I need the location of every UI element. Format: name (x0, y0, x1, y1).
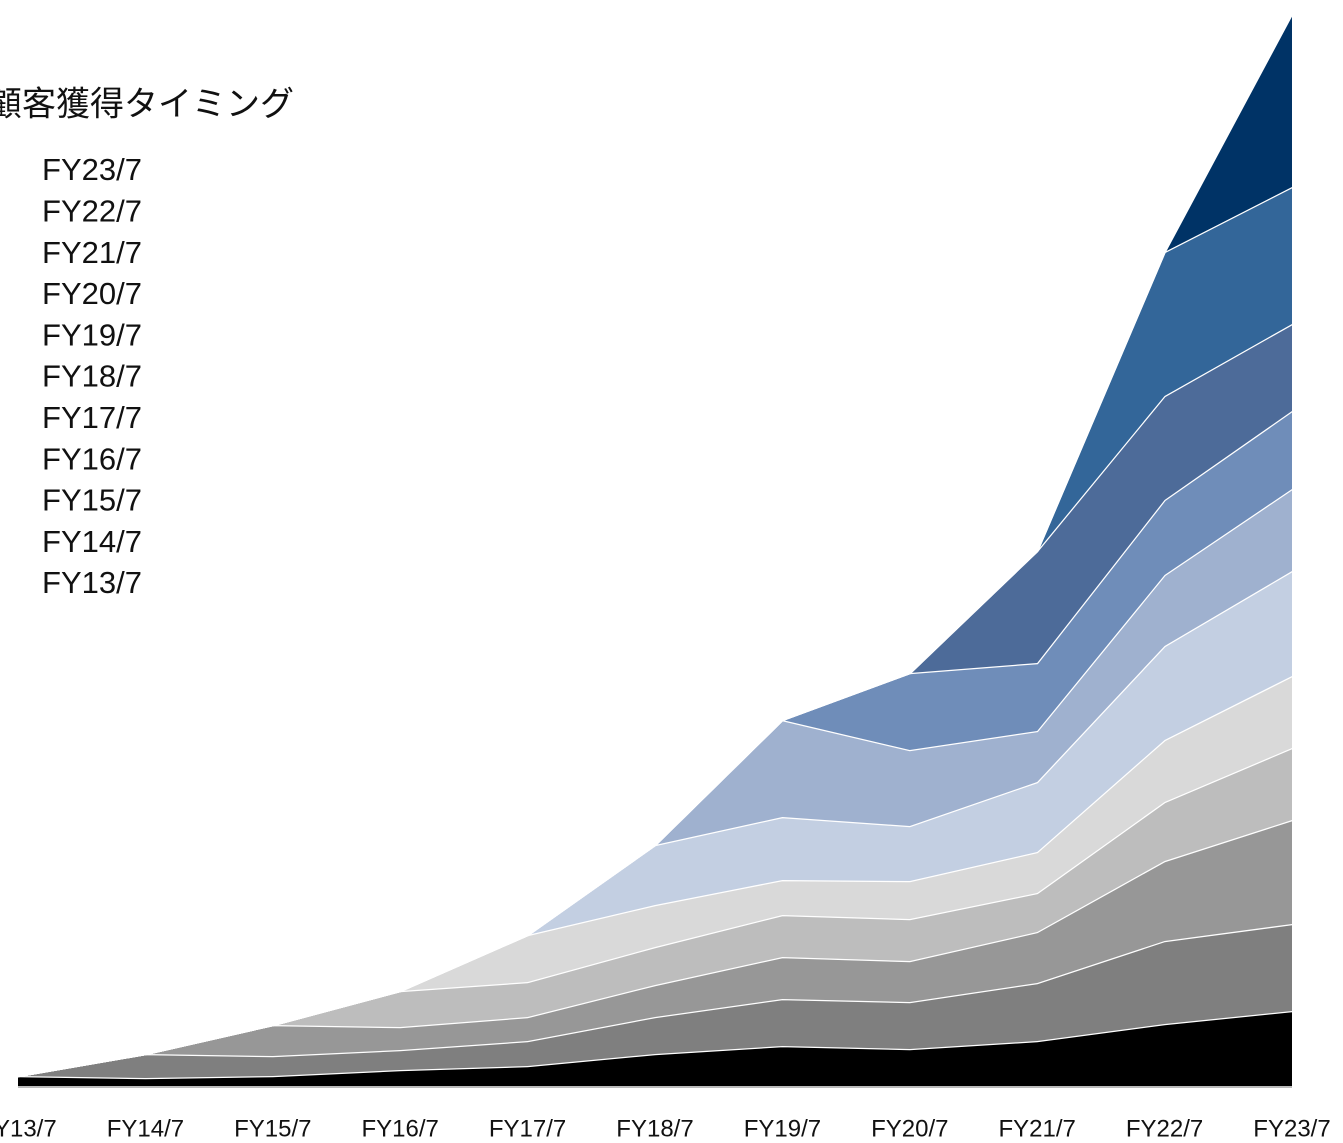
legend-label: FY14/7 (42, 524, 142, 559)
area (18, 1011, 1292, 1087)
legend-label: FY15/7 (42, 483, 142, 518)
legend-label: FY17/7 (42, 400, 142, 435)
area (18, 820, 1292, 1076)
legend-label: FY23/7 (42, 152, 142, 187)
x-tick-label: FY17/7 (489, 1115, 566, 1142)
area (18, 748, 1292, 1076)
legend-label: FY13/7 (42, 565, 142, 600)
legend-label: FY20/7 (42, 276, 142, 311)
legend-label: FY22/7 (42, 193, 142, 228)
x-tick-label: FY23/7 (1253, 1115, 1330, 1142)
area (18, 924, 1292, 1078)
x-tick-label: FY13/7 (0, 1115, 57, 1142)
area (18, 571, 1292, 1076)
x-tick-label: FY19/7 (744, 1115, 821, 1142)
legend-label: FY18/7 (42, 359, 142, 394)
x-tick-label: FY20/7 (871, 1115, 948, 1142)
area (18, 187, 1292, 1076)
legend-title: 顧客獲得タイミング (0, 85, 294, 125)
x-tick-label: FY15/7 (234, 1115, 311, 1142)
x-tick-label: FY21/7 (999, 1115, 1076, 1142)
legend-label: FY19/7 (42, 317, 142, 352)
x-tick-label: FY16/7 (362, 1115, 439, 1142)
x-tick-label: FY22/7 (1126, 1115, 1203, 1142)
x-tick-label: FY14/7 (107, 1115, 184, 1142)
legend-label: FY16/7 (42, 441, 142, 476)
area-edge (17, 13, 1294, 1078)
area (18, 324, 1292, 1076)
area (18, 676, 1292, 1076)
x-tick-label: FY18/7 (616, 1115, 693, 1142)
legend-label: FY21/7 (42, 235, 142, 270)
